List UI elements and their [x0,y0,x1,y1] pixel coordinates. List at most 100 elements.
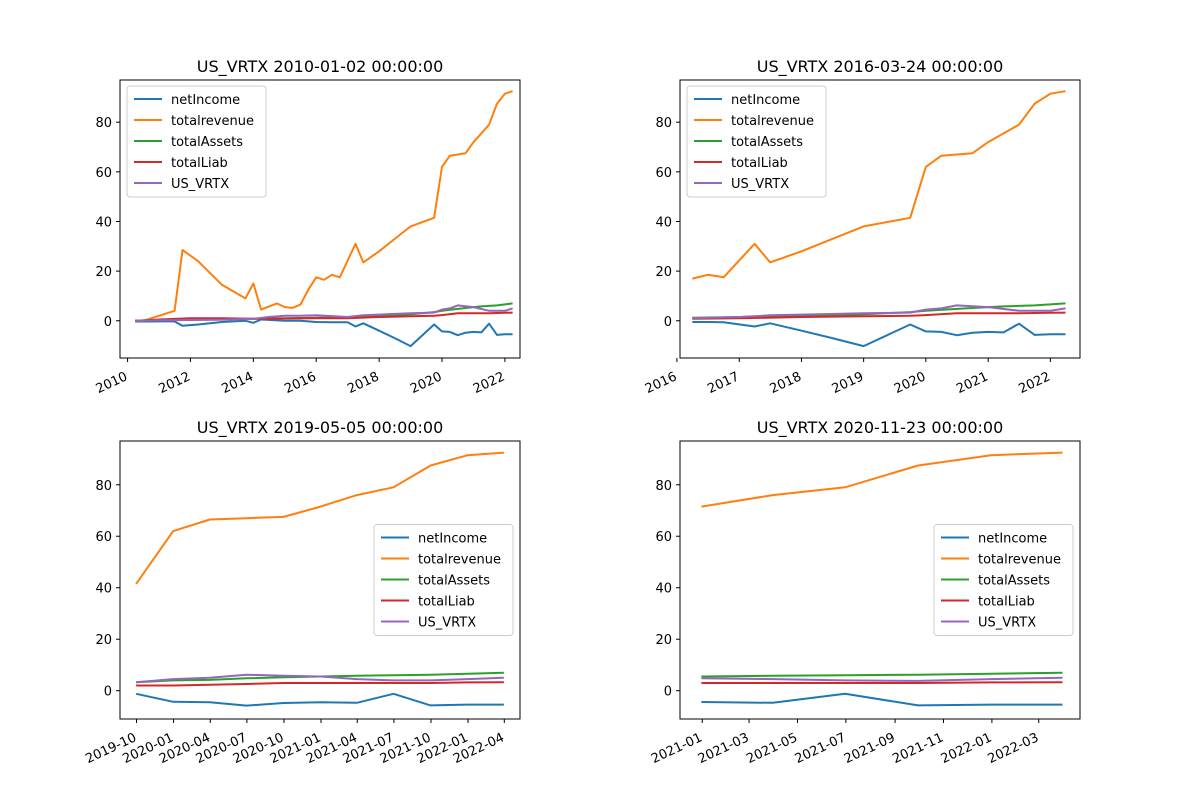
series-line-netIncome [135,318,513,348]
series-line-totalLiab [701,681,1063,684]
legend-label: totalrevenue [731,114,814,129]
series-line-totalAssets [692,302,1066,319]
subplot-1: US_VRTX 2010-01-02 00:00:00 0 20 40 60 80 2010… [94,57,521,397]
y-tick-label: 80 [95,116,112,131]
subplot-3: US_VRTX 2019-05-05 00:00:000204060802019… [83,418,521,767]
series-line-US_VRTX [701,676,1063,682]
legend-label: netIncome [171,93,240,108]
x-tick-label: 2021-11 [890,730,946,767]
x-tick-label: 2016 [643,369,679,397]
legend-label: totalLiab [418,595,475,610]
x-tick-label: 2020 [408,369,444,397]
legend-label: totalrevenue [978,553,1061,568]
legend-label: totalLiab [731,156,788,171]
y-tick-label: 20 [655,265,672,280]
legend-box [686,85,827,198]
subplot-2: US_VRTX 2016-03-24 00:00:00 0 20 40 60 80 2016… [643,57,1081,397]
chart-title: US_VRTX 2020-11-23 00:00:00 [757,418,1004,438]
y-tick-label: 60 [95,530,112,545]
legend: netIncome totalrevenue totalAssets totalLia… [933,524,1074,636]
series-line-netIncome [135,692,504,707]
legend-label: US_VRTX [418,616,476,631]
y-tick-label: 40 [655,582,672,597]
series-line-US_VRTX [135,304,513,322]
x-tick-label: 2021-01 [649,730,705,767]
x-tick-label: 2021-09 [842,730,898,767]
x-tick-label: 2022 [1016,369,1052,397]
y-tick-label: 0 [664,685,672,700]
x-tick-label: 2016 [282,369,318,397]
legend-label: netIncome [978,532,1047,547]
legend-label: US_VRTX [731,177,789,192]
series-line-totalrevenue [692,90,1066,280]
x-tick-label: 2019 [830,369,866,397]
legend-box [933,524,1074,636]
series-line-totalLiab [135,311,513,322]
y-tick-label: 0 [104,315,112,330]
y-tick-label: 80 [655,479,672,494]
y-tick-label: 60 [95,166,112,181]
x-tick-label: 2021-03 [696,730,752,767]
y-tick-label: 20 [95,633,112,648]
legend-box [373,524,514,636]
legend-label: totalLiab [171,156,228,171]
y-tick-label: 80 [655,116,672,131]
legend-label: totalAssets [731,135,803,150]
legend-label: netIncome [418,532,487,547]
axes-frame [679,440,1081,720]
x-tick-label: 2014 [219,369,255,397]
series-line-US_VRTX [136,673,504,684]
x-tick-label: 2022-03 [986,730,1042,767]
legend-label: US_VRTX [978,616,1036,631]
x-tick-label: 2018 [345,369,381,397]
y-tick-label: 80 [95,479,112,494]
series-line-totalAssets [701,671,1063,678]
x-tick-label: 2020 [892,369,928,397]
series-line-netIncome [692,321,1066,348]
axes-frame [119,440,521,720]
legend-label: totalrevenue [171,114,254,129]
legend: netIncome totalrevenue totalAssets totalLia… [373,524,514,636]
legend-label: totalAssets [171,135,243,150]
y-tick-label: 40 [655,215,672,230]
x-tick-label: 2021 [954,369,990,397]
x-tick-label: 2018 [768,369,804,397]
x-tick-label: 2010 [94,369,130,397]
y-tick-label: 0 [104,685,112,700]
axes-frame [119,79,521,359]
legend-label: netIncome [731,93,800,108]
chart-title: US_VRTX 2010-01-02 00:00:00 [197,57,444,77]
y-tick-label: 60 [655,530,672,545]
chart-title: US_VRTX 2016-03-24 00:00:00 [757,57,1004,77]
legend: netIncome totalrevenue totalAssets totalLia… [686,85,827,198]
subplot-4: US_VRTX 2020-11-23 00:00:00 0 20 40 60 80 2021… [649,418,1081,767]
y-tick-label: 60 [655,166,672,181]
x-tick-label: 2021-05 [744,730,800,767]
legend: netIncome totalrevenue totalAssets totalLia… [126,85,267,198]
series-line-totalrevenue [135,451,504,585]
y-tick-label: 40 [95,215,112,230]
legend-label: totalAssets [418,574,490,589]
legend-label: totalAssets [978,574,1050,589]
series-line-totalrevenue [701,451,1063,508]
legend-box [126,85,267,198]
axes-frame [679,79,1081,359]
y-tick-label: 20 [655,633,672,648]
x-tick-label: 2012 [157,369,193,397]
series-line-netIncome [701,692,1063,707]
x-tick-label: 2021-07 [793,730,849,767]
legend-label: totalrevenue [418,553,501,568]
series-line-totalLiab [692,311,1066,320]
y-tick-label: 20 [95,265,112,280]
legend-label: totalLiab [978,595,1035,610]
y-tick-label: 0 [664,315,672,330]
x-tick-label: 2017 [705,369,741,397]
series-line-totalrevenue [135,90,513,322]
y-tick-label: 40 [95,582,112,597]
chart-title: US_VRTX 2019-05-05 00:00:00 [197,418,444,438]
legend-label: US_VRTX [171,177,229,192]
x-tick-label: 2022-01 [939,730,995,767]
x-tick-label: 2022 [471,369,507,397]
series-line-US_VRTX [692,304,1066,320]
